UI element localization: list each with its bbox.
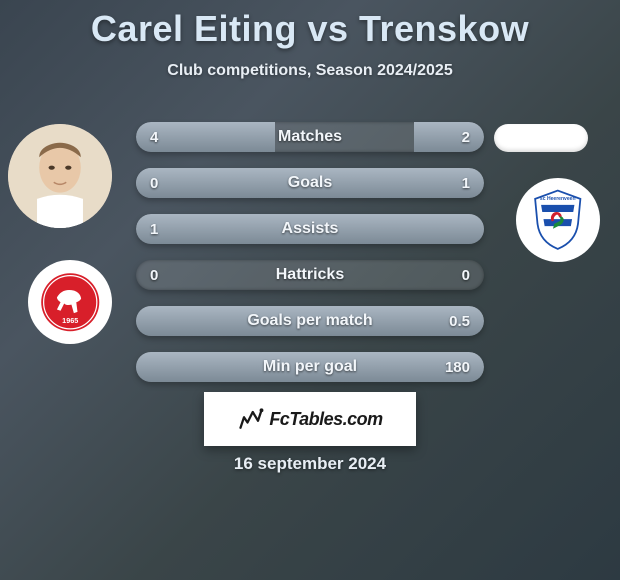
fc-twente-crest-icon: 1965 xyxy=(40,272,100,332)
svg-text:1965: 1965 xyxy=(62,316,78,325)
club-right-crest: sc Heerenveen xyxy=(516,178,600,262)
stat-right-value: 0.5 xyxy=(449,306,470,336)
stat-row: Min per goal180 xyxy=(136,352,484,382)
stat-row: 0Hattricks0 xyxy=(136,260,484,290)
brand-badge: FcTables.com xyxy=(204,392,416,446)
stat-label: Assists xyxy=(136,214,484,244)
stat-right-value: 180 xyxy=(445,352,470,382)
person-icon xyxy=(8,124,112,228)
stat-right-value: 2 xyxy=(462,122,470,152)
stats-bars: 4Matches20Goals11Assists0Hattricks0Goals… xyxy=(136,122,484,398)
stat-row: 1Assists xyxy=(136,214,484,244)
stat-label: Matches xyxy=(136,122,484,152)
club-left-crest: 1965 xyxy=(28,260,112,344)
stat-right-value: 1 xyxy=(462,168,470,198)
stat-label: Goals xyxy=(136,168,484,198)
player-left-avatar xyxy=(8,124,112,228)
stat-row: Goals per match0.5 xyxy=(136,306,484,336)
svg-text:sc Heerenveen: sc Heerenveen xyxy=(540,196,576,202)
brand-label: FcTables.com xyxy=(269,409,382,430)
stat-label: Goals per match xyxy=(136,306,484,336)
stat-row: 0Goals1 xyxy=(136,168,484,198)
date-label: 16 september 2024 xyxy=(0,454,620,474)
stat-label: Hattricks xyxy=(136,260,484,290)
stat-label: Min per goal xyxy=(136,352,484,382)
fctables-logo-icon xyxy=(237,405,265,433)
player-right-avatar xyxy=(494,124,588,152)
page-title: Carel Eiting vs Trenskow xyxy=(0,0,620,50)
heerenveen-crest-icon: sc Heerenveen xyxy=(525,187,591,253)
stat-row: 4Matches2 xyxy=(136,122,484,152)
stat-right-value: 0 xyxy=(462,260,470,290)
subtitle: Club competitions, Season 2024/2025 xyxy=(0,62,620,80)
